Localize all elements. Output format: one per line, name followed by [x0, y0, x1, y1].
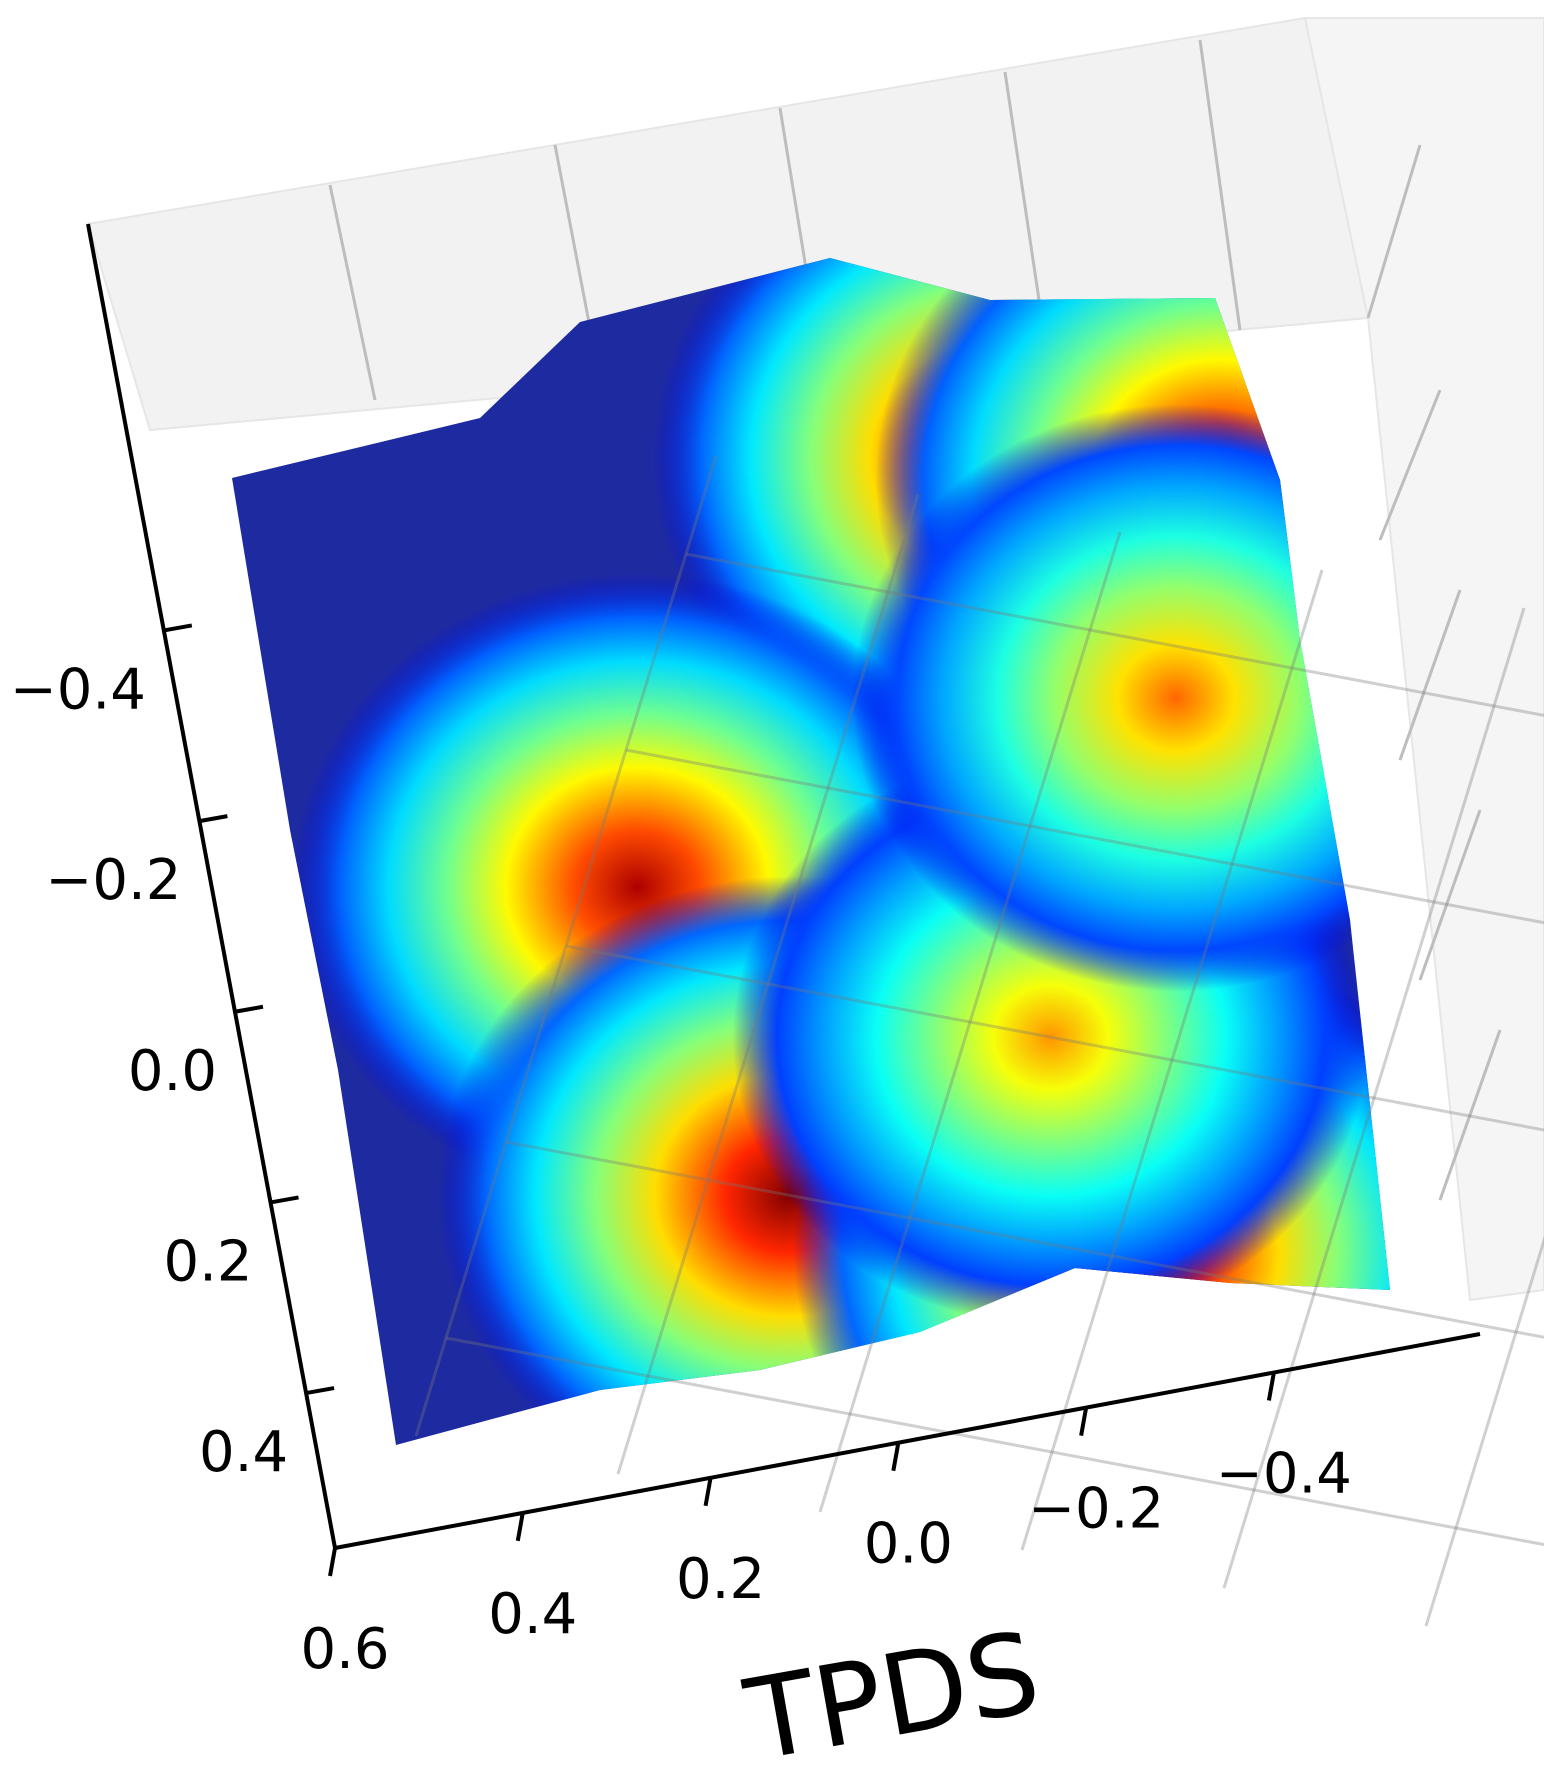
back-gridline	[328, 184, 377, 401]
x-tick-label: −0.2	[1028, 1477, 1164, 1542]
floor-gridline	[1222, 607, 1526, 1589]
y-tick-label: −0.2	[45, 848, 181, 913]
back-gridline	[1003, 71, 1047, 341]
x-tick-mark	[328, 1547, 337, 1577]
surface-gridlines	[414, 455, 1544, 1627]
back-gridlines	[328, 39, 1502, 1201]
floor-gridline	[445, 1336, 1544, 1547]
floor-gridline	[616, 493, 920, 1475]
y-tick-label: 0.2	[163, 1229, 252, 1294]
x-tick-label: 0.6	[300, 1617, 389, 1682]
back-gridline	[1378, 389, 1442, 541]
floor-gridline	[625, 748, 1544, 925]
y-tick-label: 0.4	[199, 1420, 288, 1485]
x-tick-label: −0.4	[1216, 1442, 1352, 1507]
x-tick-mark	[1266, 1372, 1276, 1401]
x-tick-label: 0.0	[864, 1512, 953, 1577]
floor-gridline	[1020, 569, 1324, 1551]
x-axis-title: TPDS	[736, 1608, 1048, 1772]
x-axis-line	[334, 1332, 1481, 1550]
floor-gridline	[685, 552, 1544, 717]
x-axis-ticks: 0.6 0.4 0.2 0.0 −0.2 −0.4	[300, 1372, 1352, 1682]
floor-gridline	[565, 944, 1544, 1132]
back-gridline	[1438, 1029, 1502, 1201]
y-tick-mark	[199, 814, 228, 824]
y-tick-label: 0.0	[128, 1039, 217, 1104]
y-tick-mark	[305, 1386, 335, 1396]
y-axis-ticks: −0.4 −0.2 0.0 0.2 0.4	[10, 623, 335, 1485]
back-gridline	[1198, 39, 1242, 331]
x-tick-mark	[891, 1442, 901, 1472]
back-gridline	[1418, 809, 1482, 981]
back-gridline	[1366, 144, 1422, 319]
x-tick-label: 0.4	[488, 1582, 577, 1647]
x-tick-mark	[1079, 1407, 1089, 1436]
floor-gridline	[505, 1140, 1544, 1339]
y-axis-line	[86, 223, 337, 1549]
y-tick-mark	[163, 623, 193, 633]
floor-gridline	[818, 531, 1122, 1513]
floor-gridline	[1424, 1235, 1544, 1627]
y-tick-label: −0.4	[10, 657, 146, 722]
back-pane-right	[1303, 17, 1544, 1302]
y-tick-mark	[234, 1004, 264, 1014]
y-tick-mark	[270, 1195, 299, 1205]
x-tick-mark	[703, 1477, 713, 1507]
x-tick-label: 0.2	[676, 1547, 765, 1612]
back-gridline	[1398, 589, 1462, 761]
x-tick-mark	[515, 1512, 525, 1542]
floor-gridline	[414, 455, 718, 1437]
